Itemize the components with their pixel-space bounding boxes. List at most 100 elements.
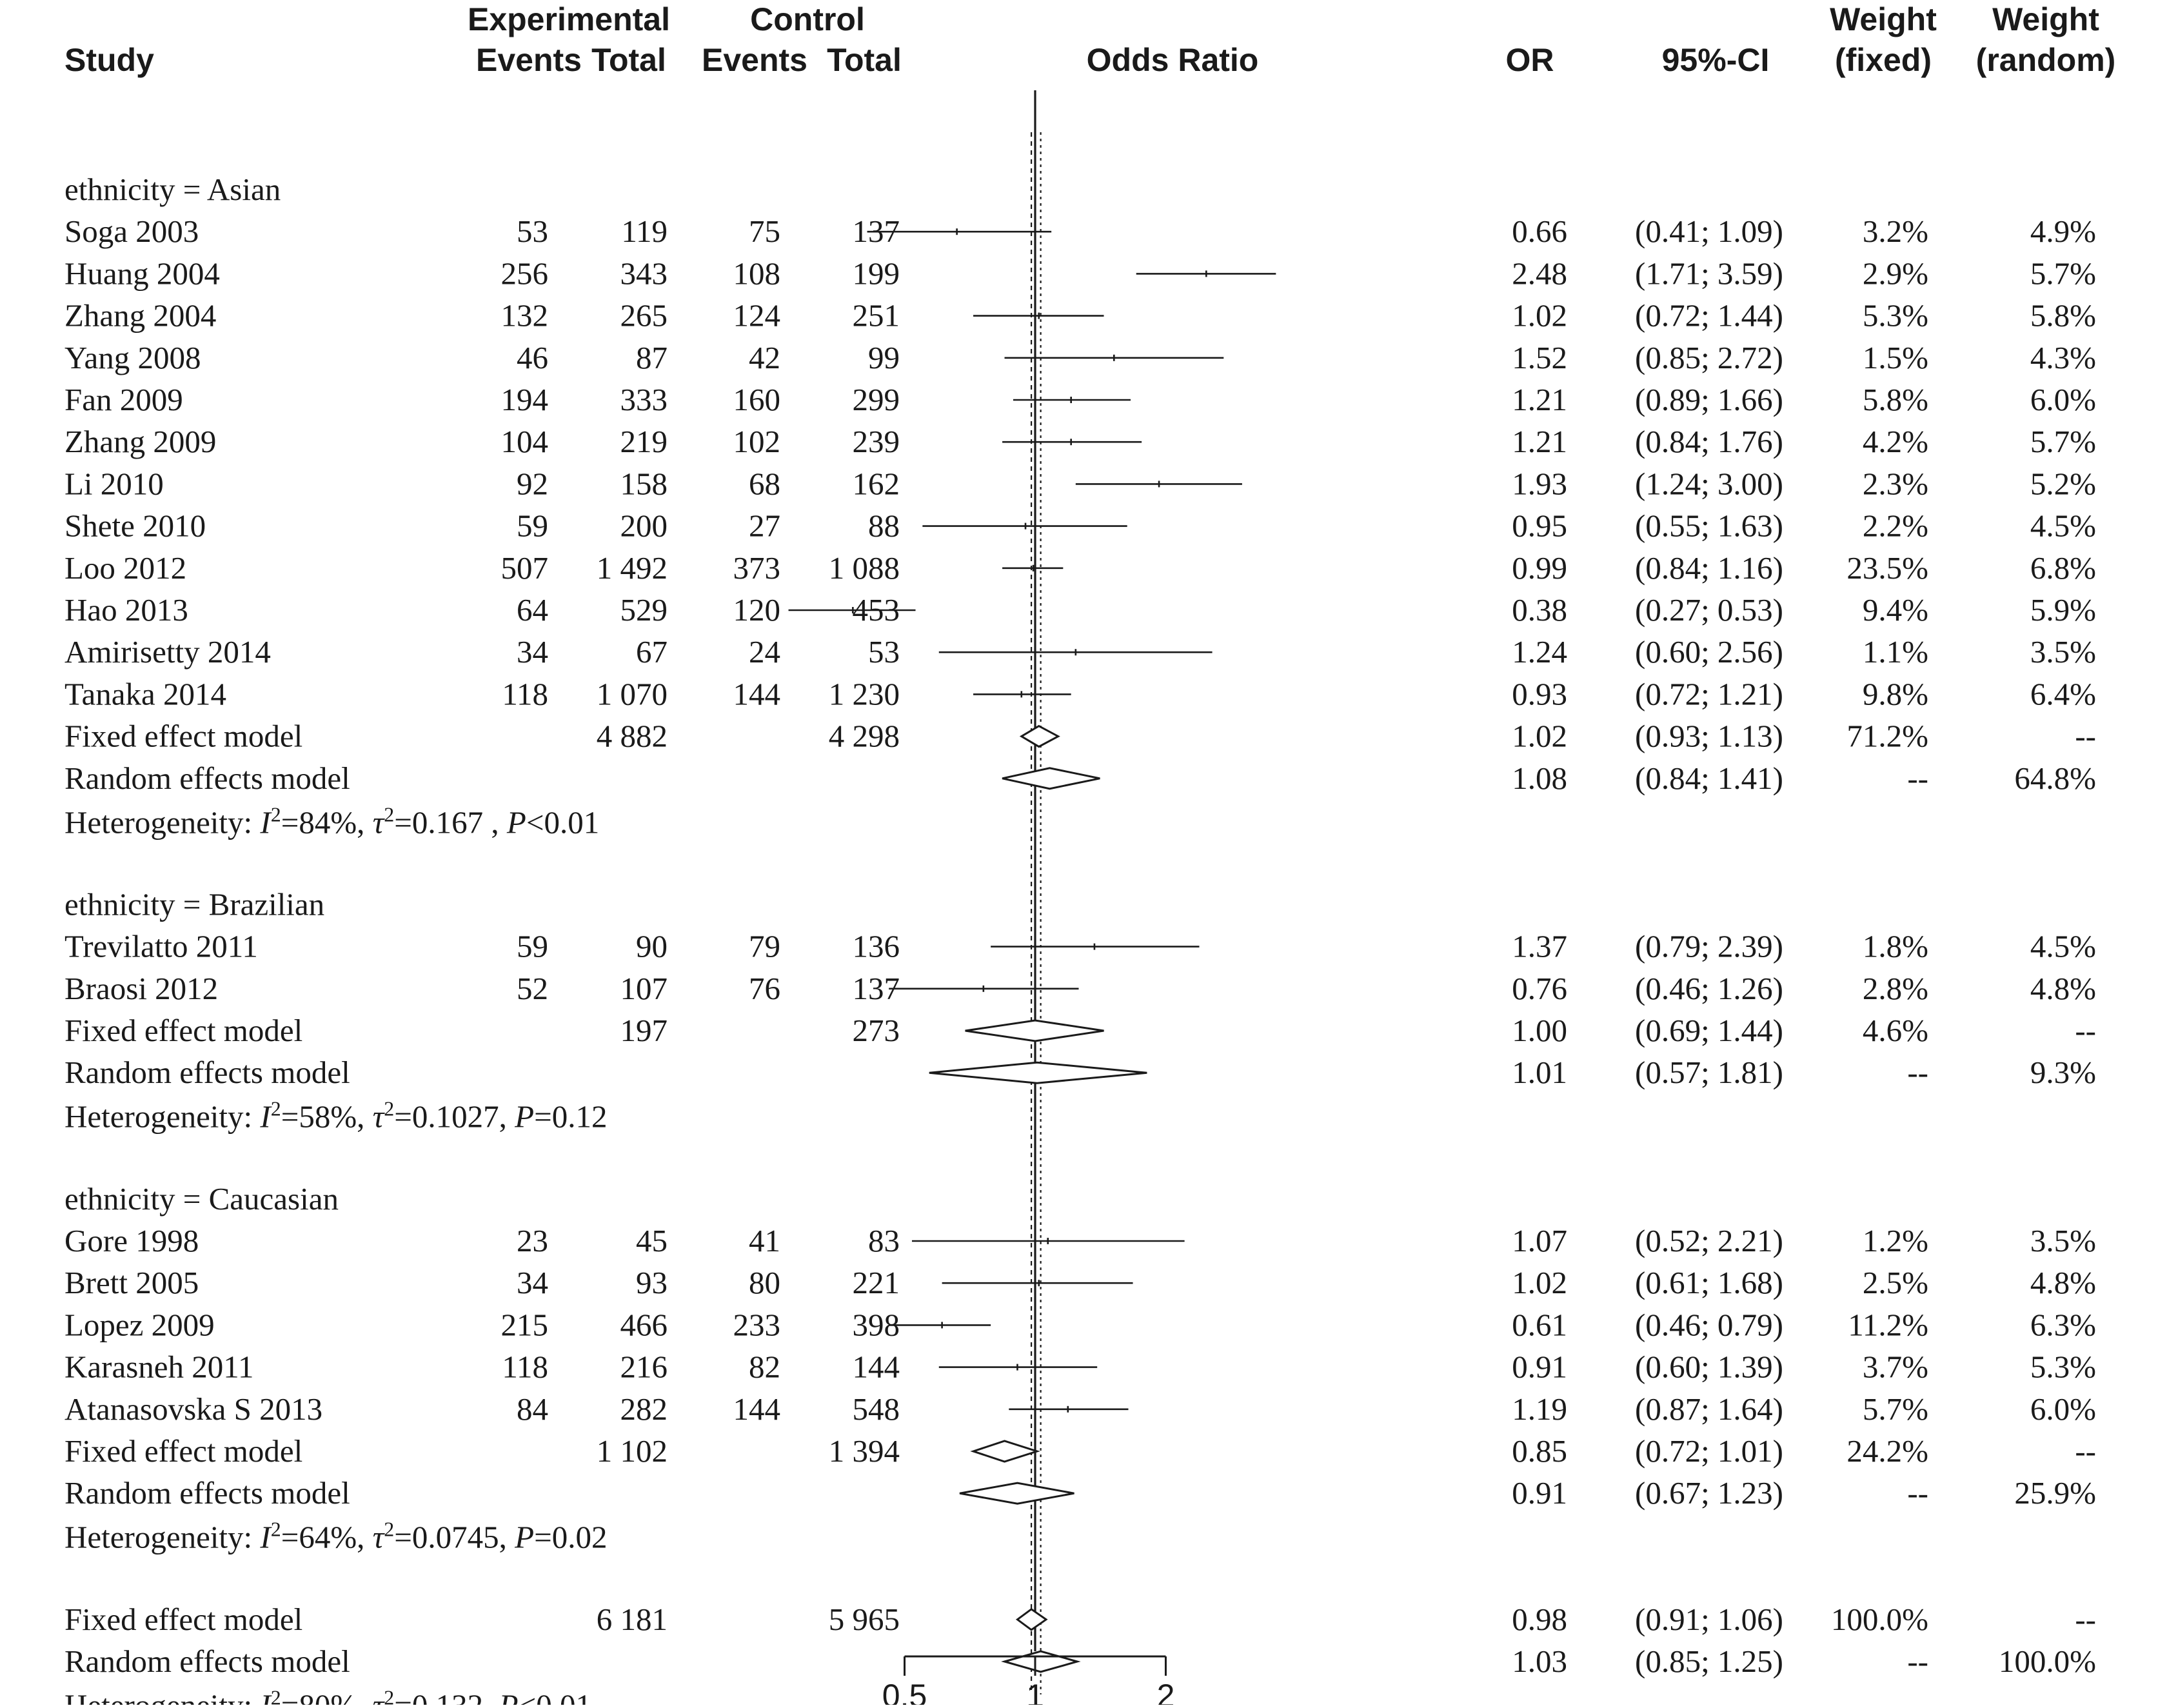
ci-value: (0.46; 1.26) [1635,971,1783,1006]
exp-total: 45 [636,1223,668,1258]
ctl-events: 373 [733,550,781,586]
ctl-events: 144 [733,1391,781,1427]
or-value: 0.66 [1512,214,1567,249]
study-name: Tanaka 2014 [64,676,226,711]
ci-value: (0.60; 2.56) [1635,634,1783,670]
ctl-total: 88 [868,508,900,544]
weight-random-value: 3.5% [2030,1223,2096,1258]
ctl-events: 68 [749,466,780,501]
exp-total: 265 [620,298,668,333]
study-name: Li 2010 [64,466,164,501]
weight-fixed-value: 2.5% [1863,1265,1928,1300]
random-model-diamond [959,1482,1074,1505]
heterogeneity-text: Heterogeneity: I2=80%, τ2=0.132, P<0.01 [64,1685,591,1705]
or-value: 1.02 [1512,1265,1567,1300]
ci-value: (0.69; 1.44) [1635,1013,1783,1048]
or-value: 1.24 [1512,634,1567,670]
weight-random-value: 4.3% [2030,340,2096,375]
random-model-diamond [1001,1650,1081,1673]
or-value: 1.02 [1512,719,1567,754]
or-value: 0.76 [1512,971,1567,1006]
weight-random-value: 5.3% [2030,1349,2096,1385]
study-name: Zhang 2004 [64,298,216,333]
ci-value: (0.27; 0.53) [1635,592,1783,628]
ctl-events: 124 [733,298,781,333]
weight-fixed-value: -- [1907,1643,1928,1679]
weight-fixed-value: 71.2% [1846,719,1928,754]
heterogeneity-text: Heterogeneity: I2=84%, τ2=0.167 , P<0.01 [64,802,599,840]
study-name: Shete 2010 [64,508,206,544]
weight-fixed-value: 2.8% [1863,971,1928,1006]
weight-random-value: 4.9% [2030,214,2096,249]
exp-events: 92 [517,466,548,501]
exp-events: 256 [501,255,549,291]
ctl-total: 162 [853,466,900,501]
exp-total: 158 [620,466,668,501]
weight-fixed-value: 1.2% [1863,1223,1928,1258]
ci-value: (0.85; 2.72) [1635,340,1783,375]
fixed-model-diamond [970,1440,1040,1463]
weight-random-value: 64.8% [2014,760,2096,796]
ctl-events: 120 [733,592,781,628]
ci-value: (1.71; 3.59) [1635,255,1783,291]
weight-fixed-value: 3.7% [1863,1349,1928,1385]
random-model-diamond [929,1061,1147,1084]
exp-events: 215 [501,1307,549,1342]
x-tick-label: 1 [1026,1678,1044,1705]
subgroup-label: ethnicity = Caucasian [64,1181,339,1216]
weight-random-value: -- [2075,1433,2096,1469]
weight-random-value: 100.0% [1999,1643,2096,1679]
ctl-events: 82 [749,1349,780,1385]
weight-fixed-value: 4.6% [1863,1013,1928,1048]
weight-fixed-value: -- [1907,760,1928,796]
exp-total: 119 [621,214,668,249]
ctl-total: 548 [853,1391,900,1427]
weight-random-value: -- [2075,1013,2096,1048]
weight-random-value: 4.5% [2030,929,2096,964]
subgroup-label: ethnicity = Asian [64,172,281,207]
weight-fixed-value: 24.2% [1846,1433,1928,1469]
weight-random-value: 5.2% [2030,466,2096,501]
weight-random-value: 6.0% [2030,1391,2096,1427]
weight-fixed-value: 11.2% [1848,1307,1928,1342]
or-value: 0.91 [1512,1349,1567,1385]
ci-value: (0.84; 1.76) [1635,424,1783,459]
fixed-model-label: Fixed effect model [64,1013,302,1048]
ctl-events: 76 [749,971,780,1006]
weight-fixed-value: -- [1907,1055,1928,1090]
exp-total: 93 [636,1265,668,1300]
ctl-events: 160 [733,382,781,417]
fixed-model-label: Fixed effect model [64,1433,302,1469]
ctl-total: 144 [853,1349,900,1385]
ctl-total: 299 [853,382,900,417]
ctl-events: 41 [749,1223,780,1258]
header-ci: 95%-CI [1662,42,1770,78]
study-name: Soga 2003 [64,214,199,249]
ci-value: (0.85; 1.25) [1635,1643,1783,1679]
header-exp-total: Total [591,42,666,78]
exp-total: 197 [620,1013,668,1048]
header-weight-fixed: Weight [1830,1,1937,37]
exp-total: 6 181 [597,1602,668,1637]
ci-value: (0.72; 1.01) [1635,1433,1783,1469]
ctl-events: 80 [749,1265,780,1300]
weight-random-value: 4.5% [2030,508,2096,544]
or-value: 0.91 [1512,1475,1567,1511]
ctl-total: 221 [853,1265,900,1300]
or-value: 0.93 [1512,676,1567,711]
ctl-total: 199 [853,255,900,291]
weight-random-value: 5.7% [2030,255,2096,291]
ci-value: (0.91; 1.06) [1635,1602,1783,1637]
weight-random-value: 25.9% [2014,1475,2096,1511]
ctl-total: 4 298 [829,719,900,754]
subgroup-label: ethnicity = Brazilian [64,886,324,922]
or-value: 1.93 [1512,466,1567,501]
weight-random-value: 5.9% [2030,592,2096,628]
ci-value: (0.67; 1.23) [1635,1475,1783,1511]
random-model-label: Random effects model [64,760,350,796]
or-value: 1.02 [1512,298,1567,333]
fixed-model-diamond [1015,1607,1048,1631]
exp-events: 59 [517,508,548,544]
study-name: Trevilatto 2011 [64,929,258,964]
